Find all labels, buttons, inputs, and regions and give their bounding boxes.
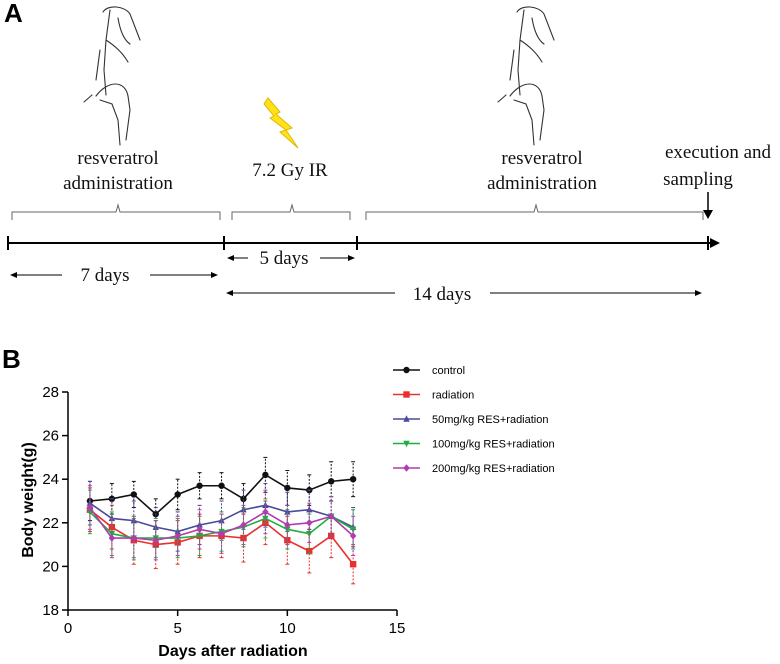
- y-tick-label: 18: [42, 602, 59, 619]
- lightning-icon: [263, 97, 299, 149]
- y-tick-label: 26: [42, 428, 59, 445]
- y-tick-label: 24: [42, 471, 59, 488]
- marker: [328, 478, 335, 485]
- arrow-heads: [10, 255, 702, 296]
- x-tick-label: 5: [173, 620, 181, 637]
- marker: [196, 533, 203, 540]
- marker: [86, 503, 94, 512]
- x-axis-label: Days after radiation: [158, 643, 307, 660]
- marker: [196, 521, 203, 528]
- marker: [403, 415, 410, 422]
- duration-label: 7 days: [80, 265, 129, 286]
- y-tick-label: 22: [42, 515, 59, 532]
- marker: [403, 391, 410, 398]
- marker: [262, 471, 269, 479]
- legend-label: radiation: [432, 390, 474, 402]
- marker: [218, 482, 225, 489]
- marker: [174, 527, 181, 535]
- legend-label: 100mg/kg RES+radiation: [432, 439, 555, 451]
- marker: [152, 536, 159, 545]
- timeline: [7, 236, 712, 250]
- marker: [130, 534, 137, 542]
- marker: [403, 464, 410, 472]
- marker: [328, 512, 335, 521]
- marker: [349, 476, 357, 483]
- marker: [306, 519, 313, 527]
- marker: [262, 508, 269, 516]
- y-tick-label: 28: [42, 384, 59, 401]
- marker: [403, 366, 410, 374]
- injection-sketch: [497, 6, 555, 146]
- y-axis-label: Body weight(g): [20, 442, 37, 558]
- duration-label: 5 days: [259, 248, 308, 269]
- marker: [196, 482, 203, 489]
- marker: [130, 491, 137, 498]
- marker: [403, 440, 410, 448]
- x-tick-label: 10: [279, 620, 296, 637]
- marker: [218, 529, 225, 538]
- marker: [349, 561, 357, 568]
- panel-label: B: [2, 344, 21, 374]
- marker: [174, 491, 181, 498]
- y-tick-label: 20: [42, 558, 59, 575]
- marker: [86, 499, 94, 506]
- legend-label: 50mg/kg RES+radiation: [432, 414, 548, 426]
- legend-label: control: [432, 365, 465, 377]
- step-text: sampling: [663, 169, 733, 190]
- injection-sketch: [83, 6, 141, 146]
- step-text: administration: [63, 173, 173, 194]
- x-tick-label: 15: [389, 620, 406, 637]
- marker: [349, 532, 357, 540]
- marker: [196, 525, 203, 534]
- step-text: resveratrol: [501, 148, 582, 169]
- marker: [284, 521, 291, 529]
- legend-label: 200mg/kg RES+radiation: [432, 463, 555, 475]
- duration-label: 14 days: [413, 284, 472, 305]
- step-text: administration: [487, 173, 597, 194]
- down-arrow-head: [703, 210, 713, 219]
- x-tick-label: 0: [64, 620, 72, 637]
- marker: [108, 534, 116, 542]
- step-text: 7.2 Gy IR: [252, 160, 328, 181]
- marker: [306, 547, 313, 555]
- step-text: execution and: [665, 142, 772, 163]
- duration-arrows: [12, 257, 696, 294]
- marker: [284, 484, 291, 492]
- braces: [11, 203, 704, 220]
- marker: [240, 521, 247, 529]
- timeline-arrow: [710, 238, 720, 248]
- marker: [174, 532, 181, 540]
- panel-label: A: [4, 0, 23, 28]
- step-text: resveratrol: [77, 148, 158, 169]
- marker: [108, 531, 116, 538]
- marker: [240, 495, 247, 503]
